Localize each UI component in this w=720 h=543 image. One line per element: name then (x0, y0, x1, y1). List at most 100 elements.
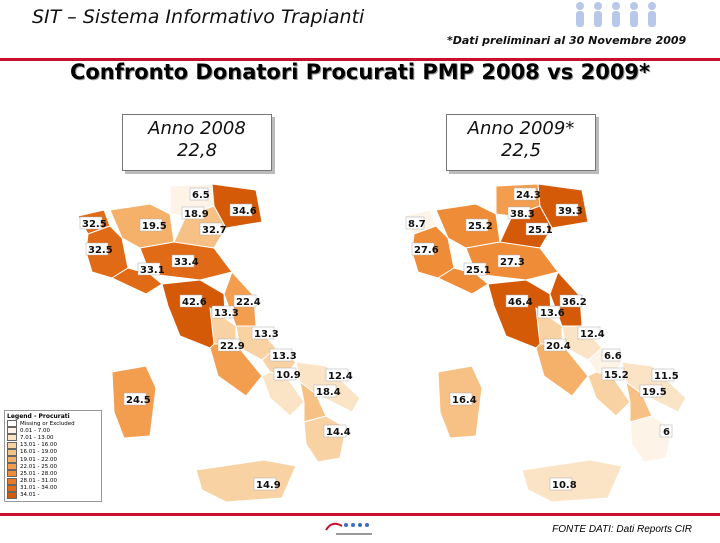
svg-text:38.3: 38.3 (510, 209, 535, 220)
map-legend: Legend - Procurati Missing or Excluded 0.… (4, 410, 102, 503)
legend-label: 31.01 - 34.00 (20, 485, 57, 492)
legend-item: 7.01 - 13.00 (7, 434, 99, 442)
legend-swatch (7, 463, 17, 471)
data-source: FONTE DATI: Dati Reports CIR (552, 524, 692, 535)
cnt-logo-icon (325, 522, 372, 535)
legend-label: 16.01 - 19.00 (20, 449, 57, 456)
svg-text:19.5: 19.5 (142, 221, 167, 232)
year-2008-national-value: 22,8 (176, 140, 218, 161)
page-title: Confronto Donatori Procurati PMP 2008 vs… (69, 60, 651, 84)
legend-swatch (7, 456, 17, 464)
svg-text:20.4: 20.4 (546, 341, 571, 352)
map-2008-label-20: 14.9 (253, 477, 281, 491)
legend-item: 31.01 - 34.00 (7, 484, 99, 492)
map-2008-label-13: 22.9 (217, 338, 245, 352)
svg-text:33.1: 33.1 (140, 265, 165, 276)
header-bar: SIT – Sistema Informativo Trapianti *Dat… (0, 0, 720, 61)
svg-text:18.9: 18.9 (184, 209, 209, 220)
year-2009-national-value: 22,5 (500, 140, 542, 161)
legend-item: 0.01 - 7.00 (7, 427, 99, 435)
legend-item: 13.01 - 16.00 (7, 441, 99, 449)
map-2008-label-11: 13.3 (211, 305, 239, 319)
people-logo-icon (576, 2, 656, 27)
map-2008-label-1: 32.5 (85, 242, 113, 256)
map-2008-label-2: 19.5 (139, 218, 167, 232)
map-2008-label-9: 42.6 (179, 294, 207, 308)
map-2008-label-4: 18.9 (181, 206, 209, 220)
map-2008-label-18: 14.4 (323, 424, 351, 438)
map-2008-label-17: 18.4 (313, 384, 341, 398)
legend-title: Legend - Procurati (7, 413, 70, 420)
legend-label: Missing or Excluded (20, 420, 75, 427)
svg-text:15.2: 15.2 (604, 370, 629, 381)
svg-text:32.5: 32.5 (88, 245, 113, 256)
legend-label: 19.01 - 22.00 (20, 456, 57, 463)
svg-text:11.5: 11.5 (654, 371, 679, 382)
legend-swatch (7, 427, 17, 435)
map-2009-label-17: 19.5 (639, 384, 667, 398)
svg-text:27.3: 27.3 (500, 257, 525, 268)
svg-text:18.4: 18.4 (316, 387, 341, 398)
svg-text:24.5: 24.5 (126, 395, 151, 406)
legend-swatch (7, 491, 17, 499)
svg-text:13.6: 13.6 (540, 308, 565, 319)
legend-swatch (7, 448, 17, 456)
map-2009-label-11: 13.6 (537, 305, 565, 319)
map-2009-label-13: 20.4 (543, 338, 571, 352)
map-2008-label-5: 34.6 (229, 203, 257, 217)
map-2008-label-7: 33.1 (137, 262, 165, 276)
svg-text:13.3: 13.3 (214, 308, 239, 319)
legend-label: 28.01 - 31.00 (20, 478, 57, 485)
legend-label: 13.01 - 16.00 (20, 442, 57, 449)
legend-swatch (7, 484, 17, 492)
legend-label: 25.01 - 28.00 (20, 470, 57, 477)
map-2009-label-3: 24.3 (513, 187, 541, 201)
data-note: *Dati preliminari al 30 Novembre 2009 (447, 34, 687, 47)
svg-text:6.6: 6.6 (604, 351, 622, 362)
svg-text:46.4: 46.4 (508, 297, 533, 308)
svg-text:14.4: 14.4 (326, 427, 351, 438)
svg-text:42.6: 42.6 (182, 297, 207, 308)
map-2009-label-19: 16.4 (449, 392, 477, 406)
legend-label: 7.01 - 13.00 (20, 434, 54, 441)
svg-text:13.3: 13.3 (254, 329, 279, 340)
svg-text:12.4: 12.4 (580, 329, 605, 340)
map-2009-label-16: 11.5 (651, 368, 679, 382)
legend-label: 22.01 - 25.00 (20, 463, 57, 470)
map-2009-label-0: 8.7 (405, 216, 426, 230)
legend-item: 25.01 - 28.00 (7, 470, 99, 478)
labels-2009: 8.7 27.6 25.2 24.3 38.3 39.3 25.1 25.1 2… (405, 187, 679, 491)
map-2009-label-20: 10.8 (549, 477, 577, 491)
map-2009-label-4: 38.3 (507, 206, 535, 220)
legend-label: 34.01 - (20, 492, 40, 499)
svg-text:13.3: 13.3 (272, 351, 297, 362)
svg-text:32.5: 32.5 (82, 219, 107, 230)
svg-text:36.2: 36.2 (562, 297, 587, 308)
svg-text:25.2: 25.2 (468, 221, 493, 232)
svg-text:39.3: 39.3 (558, 206, 583, 217)
map-2008-label-15: 10.9 (273, 367, 301, 381)
svg-text:6: 6 (663, 427, 670, 438)
svg-text:8.7: 8.7 (408, 219, 426, 230)
map-2009-label-10: 36.2 (559, 294, 587, 308)
legend-swatch (7, 441, 17, 449)
map-2008-label-3: 6.5 (189, 187, 210, 201)
svg-text:10.9: 10.9 (276, 370, 301, 381)
map-2008-label-14: 13.3 (269, 348, 297, 362)
region-calabria-2008 (303, 415, 347, 463)
app-title: SIT – Sistema Informativo Trapianti (32, 6, 365, 28)
region-calabria-2009 (629, 415, 673, 463)
map-2008-label-0: 32.5 (79, 216, 107, 230)
legend-item: 22.01 - 25.00 (7, 463, 99, 471)
year-2009-box: Anno 2009* 22,5 (446, 114, 596, 171)
map-2009-label-9: 46.4 (505, 294, 533, 308)
legend-item: 28.01 - 31.00 (7, 477, 99, 485)
region-sicilia-2008 (195, 459, 297, 503)
svg-text:14.9: 14.9 (256, 480, 281, 491)
legend-item: 34.01 - (7, 491, 99, 499)
map-2009-label-1: 27.6 (411, 242, 439, 256)
map-2009-label-6: 25.1 (525, 222, 553, 236)
svg-text:33.4: 33.4 (174, 257, 199, 268)
svg-text:25.1: 25.1 (466, 265, 491, 276)
legend-item: Missing or Excluded (7, 420, 99, 428)
